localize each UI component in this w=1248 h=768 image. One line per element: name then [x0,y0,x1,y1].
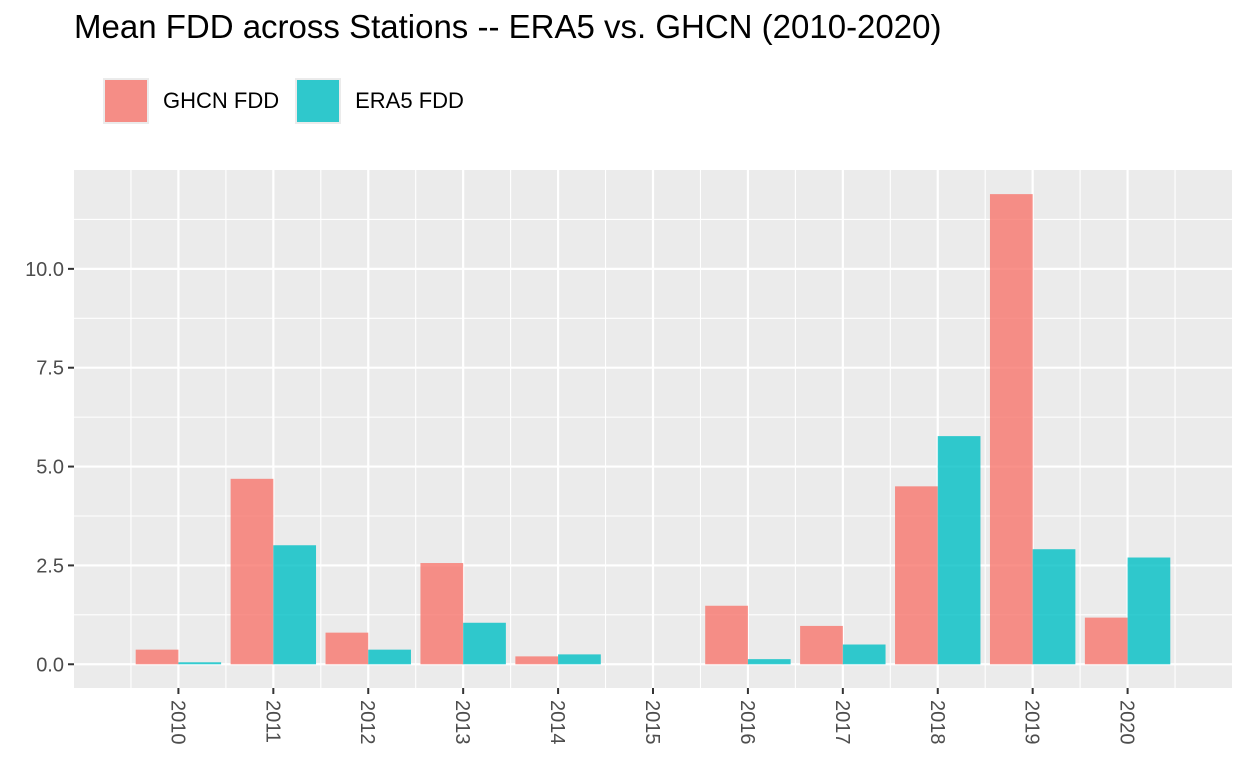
x-tick-label: 2014 [546,700,568,745]
chart-title: Mean FDD across Stations -- ERA5 vs. GHC… [74,8,942,45]
x-tick-label: 2017 [831,700,853,745]
bar-era5-fdd-2020 [1127,557,1171,665]
legend-item-ghcn: GHCN FDD [103,78,279,124]
legend-item-era5: ERA5 FDD [295,78,464,124]
bar-ghcn-fdd-2010 [135,649,179,665]
y-tick-label: 0.0 [36,654,64,676]
bar-era5-fdd-2011 [273,545,317,665]
legend-label-era5: ERA5 FDD [355,88,464,113]
y-tick-label: 10.0 [25,259,64,281]
bar-era5-fdd-2010 [178,662,222,665]
bar-era5-fdd-2016 [747,659,791,665]
x-tick-label: 2010 [166,700,188,745]
x-tick-label: 2013 [451,700,473,745]
legend-swatch-ghcn [105,80,147,122]
x-tick-label: 2018 [926,700,948,745]
bar-era5-fdd-2014 [558,654,601,665]
bar-era5-fdd-2012 [368,649,411,665]
x-tick-label: 2015 [641,700,663,745]
bar-ghcn-fdd-2020 [1084,617,1128,665]
legend-key-ghcn [103,78,149,124]
bar-ghcn-fdd-2019 [989,194,1033,665]
bar-era5-fdd-2017 [842,644,886,665]
bar-ghcn-fdd-2017 [800,625,843,665]
y-tick-label: 2.5 [36,555,64,577]
bar-era5-fdd-2013 [463,622,506,665]
x-tick-label: 2016 [736,700,758,745]
legend-label-ghcn: GHCN FDD [163,88,280,113]
bar-ghcn-fdd-2018 [895,486,938,665]
legend-key-era5 [295,78,342,124]
bar-ghcn-fdd-2011 [230,478,274,665]
x-tick-label: 2012 [356,700,378,745]
bar-ghcn-fdd-2016 [705,605,748,665]
x-tick-label: 2019 [1021,700,1043,745]
legend-swatch-era5 [297,80,340,122]
bar-ghcn-fdd-2013 [420,563,464,665]
y-tick-label: 5.0 [36,457,64,479]
x-tick-label: 2011 [261,700,283,743]
bar-era5-fdd-2018 [937,436,981,665]
bar-ghcn-fdd-2012 [325,632,369,665]
bar-ghcn-fdd-2014 [515,656,559,665]
legend: GHCN FDD ERA5 FDD [103,78,480,124]
y-tick-label: 7.5 [36,358,64,380]
bar-era5-fdd-2019 [1032,549,1076,665]
x-tick-label: 2020 [1116,700,1138,745]
